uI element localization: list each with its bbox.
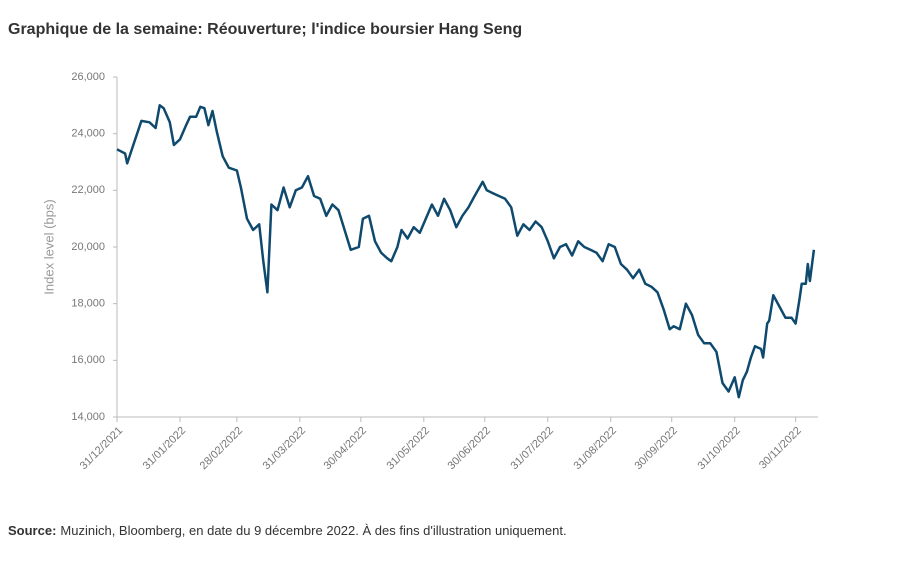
x-tick-label: 30/11/2022 bbox=[757, 425, 804, 472]
source-text: Muzinich, Bloomberg, en date du 9 décemb… bbox=[60, 523, 566, 538]
x-tick-label: 31/12/2021 bbox=[78, 425, 125, 472]
x-tick-label: 31/07/2022 bbox=[509, 425, 556, 472]
y-tick-label: 24,000 bbox=[71, 128, 105, 140]
x-tick-label: 31/05/2022 bbox=[385, 425, 432, 472]
y-axis-label: Index level (bps) bbox=[41, 199, 56, 294]
x-tick-label: 31/10/2022 bbox=[695, 425, 742, 472]
source-label: Source: bbox=[8, 523, 56, 538]
x-tick-label: 30/06/2022 bbox=[446, 425, 493, 472]
y-tick-label: 22,000 bbox=[71, 184, 105, 196]
x-tick-label: 31/08/2022 bbox=[572, 425, 619, 472]
source: Source: Muzinich, Bloomberg, en date du 9… bbox=[8, 523, 567, 538]
y-tick-label: 16,000 bbox=[71, 354, 105, 366]
chart-title: Graphique de la semaine: Réouverture; l'… bbox=[8, 21, 522, 38]
x-tick-label: 30/09/2022 bbox=[632, 425, 679, 472]
y-tick-label: 18,000 bbox=[71, 298, 105, 310]
x-tick-label: 31/03/2022 bbox=[261, 425, 308, 472]
line bbox=[116, 104, 816, 399]
x-tick-label: 28/02/2022 bbox=[198, 425, 245, 472]
x-tick-label: 30/04/2022 bbox=[322, 425, 369, 472]
x-tick-label: 31/01/2022 bbox=[141, 425, 188, 472]
y-tick-label: 20,000 bbox=[71, 241, 105, 253]
y-tick-label: 26,000 bbox=[71, 71, 105, 83]
y-tick-label: 14,000 bbox=[71, 411, 105, 423]
